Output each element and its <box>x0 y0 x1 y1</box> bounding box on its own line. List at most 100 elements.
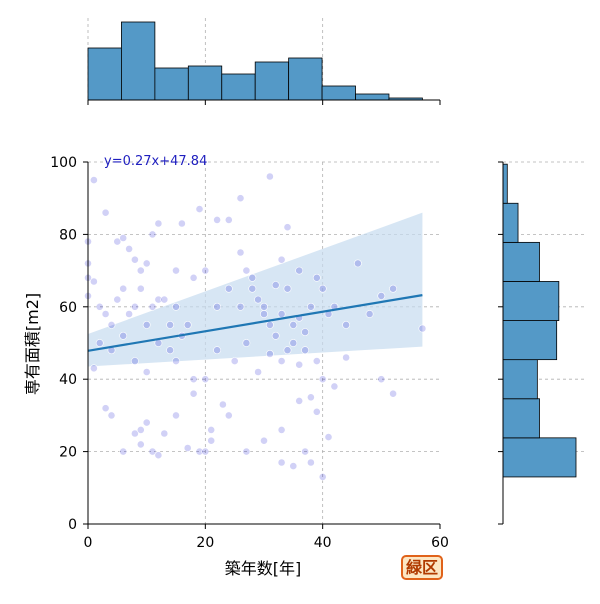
regression-line <box>87 294 423 352</box>
scatter-point <box>277 310 286 318</box>
scatter-point <box>295 396 304 405</box>
scatter-point <box>230 357 239 365</box>
scatter-point <box>342 353 350 362</box>
scatter-point <box>418 324 427 333</box>
scatter-point <box>224 411 233 420</box>
scatter-point <box>172 302 180 311</box>
scatter-point <box>130 302 139 311</box>
scatter-point <box>90 364 98 373</box>
scatter-point <box>389 284 397 293</box>
scatter-point <box>113 295 122 304</box>
scatter-point <box>377 291 386 300</box>
scatter-point <box>236 194 245 203</box>
scatter-point <box>260 436 268 445</box>
right-histogram-bar <box>502 359 538 400</box>
scatter-point <box>242 266 251 275</box>
right-histogram-bar <box>502 320 558 361</box>
scatter-point <box>353 259 362 268</box>
scatter-point <box>254 295 262 304</box>
x-tick-label: 40 <box>314 535 332 551</box>
regression-equation: y=0.27x+47.84 <box>104 154 207 169</box>
scatter-point <box>107 411 116 420</box>
scatter-point <box>136 440 145 449</box>
scatter-point <box>95 339 104 347</box>
scatter-point <box>172 266 180 275</box>
right-histogram-bar <box>502 437 577 478</box>
scatter-point <box>324 433 333 441</box>
scatter-point <box>289 320 298 329</box>
scatter-point <box>189 389 198 398</box>
x-tick-label: 60 <box>431 535 449 551</box>
top-histogram-bar <box>121 21 156 101</box>
scatter-point <box>301 447 309 456</box>
y-tick-label: 40 <box>59 372 77 388</box>
scatter-point <box>260 310 268 318</box>
scatter-point <box>136 266 145 275</box>
scatter-point <box>148 447 157 456</box>
scatter-point <box>265 349 274 358</box>
right-histogram-bar <box>502 202 519 243</box>
scatter-point <box>195 205 204 213</box>
scatter-point <box>295 360 304 369</box>
scatter-point <box>330 382 339 391</box>
y-tick-label: 60 <box>59 300 77 316</box>
scatter-point <box>148 302 157 311</box>
scatter-point <box>265 320 274 329</box>
scatter-point <box>166 320 174 329</box>
scatter-point <box>136 284 145 293</box>
y-tick-label: 0 <box>68 517 77 533</box>
scatter-point <box>172 411 180 420</box>
scatter-point <box>130 357 139 365</box>
right-marginal-histogram <box>498 161 585 525</box>
x-tick-label: 20 <box>196 535 214 551</box>
scatter-point <box>142 368 151 376</box>
scatter-point <box>207 436 216 445</box>
axes <box>83 161 441 529</box>
scatter-point <box>318 284 327 293</box>
scatter-point <box>248 284 257 293</box>
scatter-point <box>136 425 145 434</box>
scatter-point <box>295 266 304 275</box>
scatter-point <box>236 302 245 311</box>
scatter-point <box>389 389 397 398</box>
scatter-point <box>277 255 286 264</box>
scatter-point <box>142 259 151 268</box>
y-tick-label: 20 <box>59 445 77 461</box>
scatter-point <box>312 273 321 282</box>
scatter-point <box>218 400 227 409</box>
scatter-point <box>90 176 98 184</box>
scatter-point <box>283 284 292 293</box>
ward-badge: 緑区 <box>401 555 443 580</box>
scatter-point <box>142 418 151 427</box>
scatter-point <box>130 255 139 264</box>
scatter-point <box>154 295 163 304</box>
scatter-point <box>224 284 233 293</box>
scatter-point <box>119 284 128 293</box>
scatter-point <box>318 472 327 481</box>
scatter-point <box>236 248 245 257</box>
scatter-point <box>312 357 321 365</box>
top-marginal-histogram <box>87 18 441 105</box>
scatter-point <box>306 393 315 402</box>
scatter-point <box>172 357 180 365</box>
scatter-point <box>224 215 233 224</box>
scatter-point <box>201 447 210 456</box>
scatter-point <box>271 281 280 289</box>
scatter-point <box>207 425 216 434</box>
scatter-point <box>265 172 274 181</box>
scatter-point <box>283 346 292 355</box>
scatter-point <box>271 331 280 340</box>
top-histogram-bar <box>187 65 223 101</box>
scatter-point <box>160 429 169 438</box>
scatter-point <box>301 328 309 336</box>
x-axis-label: 築年数[年] <box>225 559 302 578</box>
top-histogram-bar <box>254 61 290 101</box>
scatter-point <box>283 223 292 232</box>
scatter-point <box>260 302 268 311</box>
scatter-point <box>377 375 386 384</box>
scatter-point <box>301 346 309 355</box>
scatter-point <box>113 237 122 246</box>
top-histogram-bar <box>288 57 323 101</box>
scatter-point <box>142 320 151 329</box>
